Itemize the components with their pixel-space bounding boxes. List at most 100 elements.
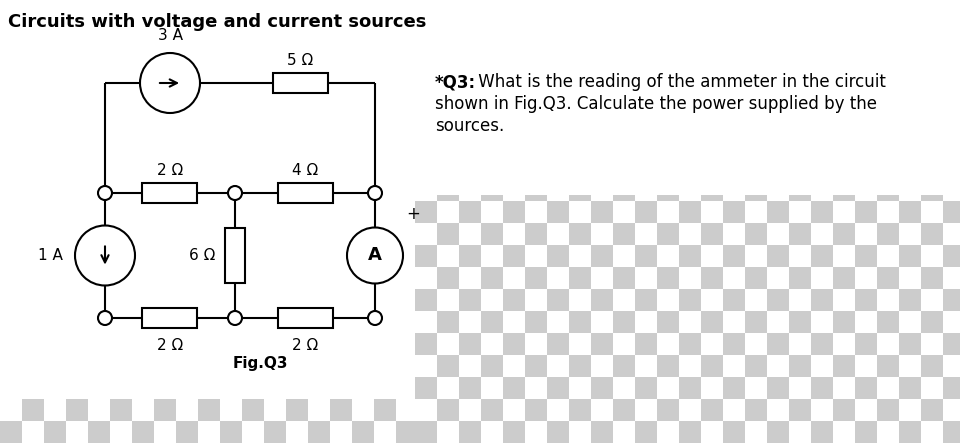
- Bar: [176, 399, 198, 421]
- Bar: [833, 333, 855, 355]
- Bar: [613, 311, 635, 333]
- Bar: [484, 421, 506, 443]
- Bar: [110, 421, 132, 443]
- Bar: [459, 311, 481, 333]
- Bar: [921, 267, 943, 289]
- Bar: [833, 223, 855, 245]
- Bar: [679, 333, 701, 355]
- Bar: [525, 377, 547, 399]
- Bar: [833, 195, 855, 201]
- Bar: [745, 201, 767, 223]
- Bar: [635, 201, 657, 223]
- Bar: [877, 311, 899, 333]
- Bar: [415, 399, 437, 421]
- Bar: [437, 223, 459, 245]
- Bar: [682, 399, 704, 421]
- Bar: [811, 377, 833, 399]
- Bar: [415, 245, 437, 267]
- Bar: [481, 311, 503, 333]
- Bar: [811, 399, 833, 421]
- Bar: [855, 201, 877, 223]
- Bar: [415, 201, 437, 223]
- Bar: [462, 421, 484, 443]
- Bar: [484, 399, 506, 421]
- Bar: [459, 399, 481, 421]
- Bar: [767, 223, 789, 245]
- Bar: [525, 245, 547, 267]
- Bar: [789, 267, 811, 289]
- Bar: [547, 289, 569, 311]
- Bar: [459, 289, 481, 311]
- Bar: [792, 399, 814, 421]
- Bar: [789, 201, 811, 223]
- Bar: [943, 267, 960, 289]
- Bar: [789, 377, 811, 399]
- Bar: [132, 399, 154, 421]
- Bar: [723, 421, 745, 443]
- Bar: [437, 195, 459, 201]
- Bar: [921, 245, 943, 267]
- Bar: [415, 223, 437, 245]
- Bar: [569, 245, 591, 267]
- Bar: [176, 421, 198, 443]
- Bar: [899, 421, 921, 443]
- Bar: [657, 195, 679, 201]
- Bar: [701, 421, 723, 443]
- Bar: [877, 223, 899, 245]
- Bar: [506, 421, 528, 443]
- Bar: [264, 399, 286, 421]
- Bar: [723, 201, 745, 223]
- Bar: [286, 399, 308, 421]
- Bar: [789, 355, 811, 377]
- Circle shape: [98, 186, 112, 200]
- Bar: [503, 333, 525, 355]
- Text: 5 Ω: 5 Ω: [287, 53, 313, 68]
- Bar: [855, 399, 877, 421]
- Bar: [877, 201, 899, 223]
- Bar: [701, 377, 723, 399]
- Circle shape: [98, 311, 112, 325]
- Bar: [396, 399, 418, 421]
- Bar: [701, 267, 723, 289]
- Bar: [591, 245, 613, 267]
- Bar: [877, 377, 899, 399]
- Bar: [635, 421, 657, 443]
- Bar: [657, 377, 679, 399]
- Bar: [767, 195, 789, 201]
- Bar: [723, 267, 745, 289]
- Bar: [814, 421, 836, 443]
- Bar: [723, 377, 745, 399]
- Bar: [723, 333, 745, 355]
- Text: 2 Ω: 2 Ω: [156, 163, 183, 178]
- Bar: [277, 308, 332, 328]
- Bar: [855, 355, 877, 377]
- Bar: [880, 399, 902, 421]
- Bar: [415, 421, 437, 443]
- Text: shown in Fig.Q3. Calculate the power supplied by the: shown in Fig.Q3. Calculate the power sup…: [435, 95, 877, 113]
- Bar: [569, 377, 591, 399]
- Bar: [550, 421, 572, 443]
- Bar: [506, 399, 528, 421]
- Bar: [547, 245, 569, 267]
- Bar: [679, 201, 701, 223]
- Bar: [767, 311, 789, 333]
- Bar: [833, 421, 855, 443]
- Bar: [660, 399, 682, 421]
- Bar: [811, 223, 833, 245]
- Bar: [943, 377, 960, 399]
- Bar: [569, 201, 591, 223]
- Bar: [679, 195, 701, 201]
- Bar: [525, 399, 547, 421]
- Bar: [921, 333, 943, 355]
- Bar: [459, 377, 481, 399]
- Bar: [679, 399, 701, 421]
- Bar: [921, 311, 943, 333]
- Bar: [547, 195, 569, 201]
- Text: What is the reading of the ammeter in the circuit: What is the reading of the ammeter in th…: [473, 73, 886, 91]
- Bar: [924, 399, 946, 421]
- Bar: [899, 223, 921, 245]
- Circle shape: [75, 225, 135, 285]
- Bar: [877, 289, 899, 311]
- Bar: [745, 333, 767, 355]
- Bar: [899, 311, 921, 333]
